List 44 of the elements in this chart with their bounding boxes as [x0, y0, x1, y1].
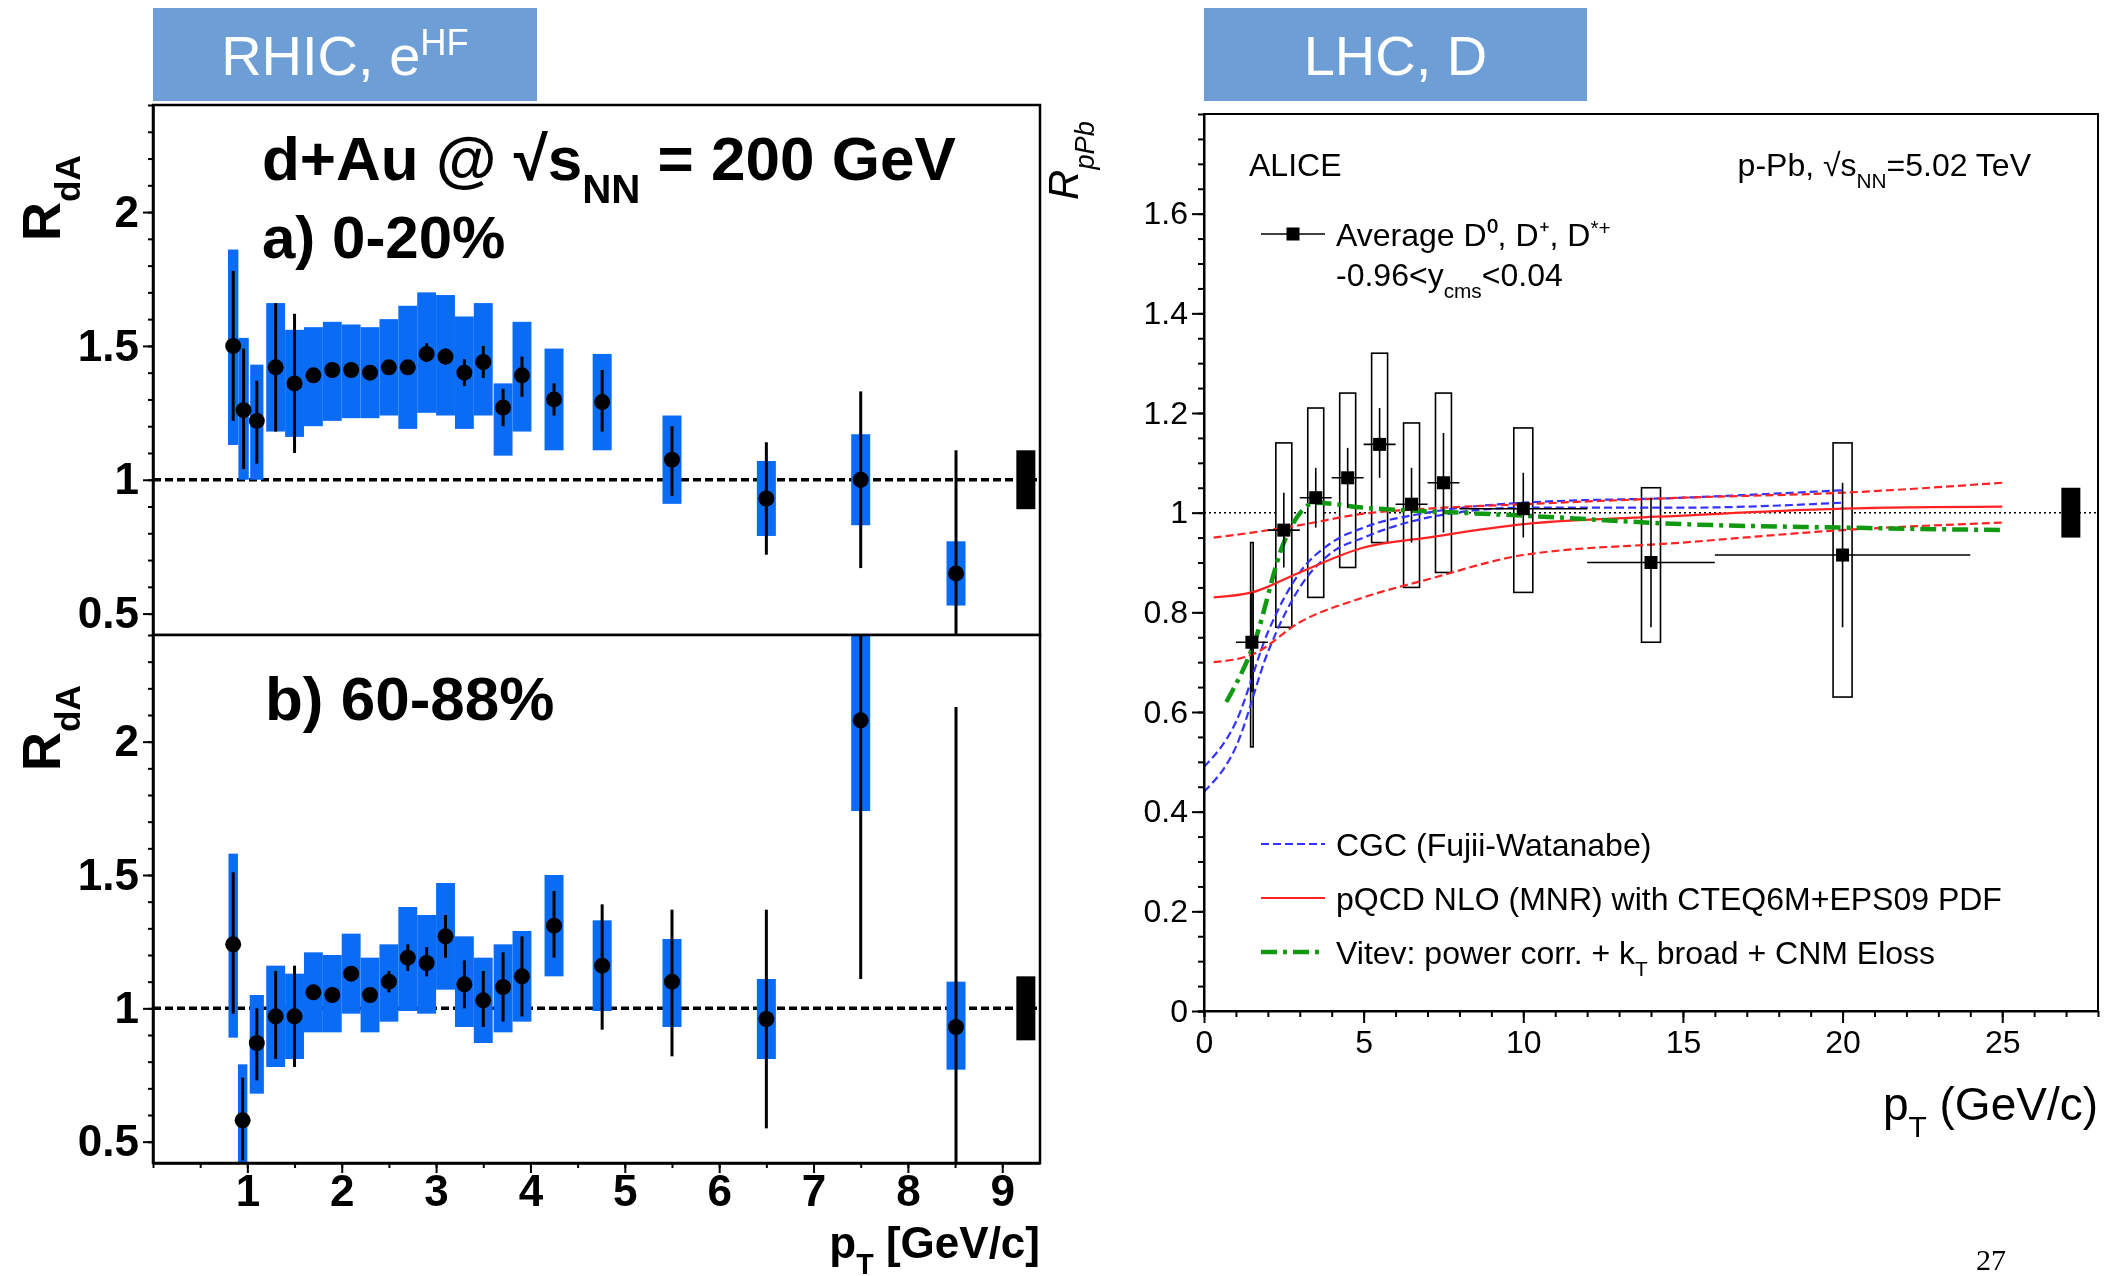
y-tick-label: 0.5: [77, 588, 139, 638]
y-tick-label: 0: [1170, 992, 1188, 1029]
x-tick-label: 8: [896, 1166, 921, 1216]
x-tick-label: 20: [1825, 1023, 1861, 1060]
y-tick-label: 0.5: [77, 1116, 139, 1166]
y-tick-label: 2: [114, 716, 139, 766]
y-tick-label: 1: [114, 454, 139, 504]
annotation: b) 60-88%: [265, 664, 555, 733]
x-tick-label: 3: [424, 1166, 449, 1216]
x-axis-title: p$_{T}$ (GeV/c): [1882, 1078, 2098, 1143]
y-tick-label: 0.4: [1143, 793, 1188, 830]
x-tick-label: 7: [801, 1166, 827, 1216]
x-tick-label: 6: [707, 1166, 732, 1216]
annotation: -0.96<y$_{cms}$<0.04: [1336, 257, 1563, 302]
y-tick-label: 1.2: [1143, 394, 1188, 431]
x-tick-label: 25: [1984, 1023, 2021, 1060]
y-tick-label: 0.6: [1143, 693, 1188, 730]
x-tick-label: 10: [1505, 1023, 1542, 1060]
chart-title: RHIC, e$^{HF}$: [221, 21, 469, 87]
text: 27: [1976, 1243, 2006, 1276]
x-tick-label: 5: [1355, 1023, 1374, 1060]
annotation: ALICE: [1249, 147, 1342, 183]
y-tick-label: 1: [1170, 494, 1188, 531]
x-axis-title: p$_{T}$ [GeV/c]: [829, 1218, 1040, 1276]
legend-label: Average D⁰, D⁺, D$^{*+}$: [1336, 215, 1611, 253]
x-tick-label: 2: [329, 1166, 355, 1216]
y-tick-label: 1.6: [1143, 195, 1188, 232]
legend-label: pQCD NLO (MNR) with CTEQ6M+EPS09 PDF: [1336, 881, 2002, 917]
x-tick-label: 1: [235, 1166, 261, 1216]
legend-label: CGC (Fujii-Watanabe): [1336, 827, 1652, 863]
x-tick-label: 0: [1195, 1023, 1214, 1060]
y-tick-label: 0.2: [1143, 893, 1188, 930]
annotation: p-Pb, √s$_{NN}$=5.02 TeV: [1737, 147, 2032, 192]
chart-title: LHC, D: [1303, 23, 1488, 87]
x-tick-label: 5: [613, 1166, 638, 1216]
y-tick-label: 1.5: [77, 849, 139, 899]
x-tick-label: 4: [518, 1166, 544, 1216]
x-tick-label: 9: [990, 1166, 1015, 1216]
y-tick-label: 2: [114, 186, 139, 236]
y-tick-label: 1.5: [77, 320, 139, 370]
y-tick-label: 0.8: [1143, 594, 1188, 631]
x-tick-label: 15: [1665, 1023, 1702, 1060]
y-tick-label: 1.4: [1143, 295, 1188, 332]
legend-label: Vitev: power corr. + k$_{T}$ broad + CNM Eloss: [1336, 935, 1936, 980]
